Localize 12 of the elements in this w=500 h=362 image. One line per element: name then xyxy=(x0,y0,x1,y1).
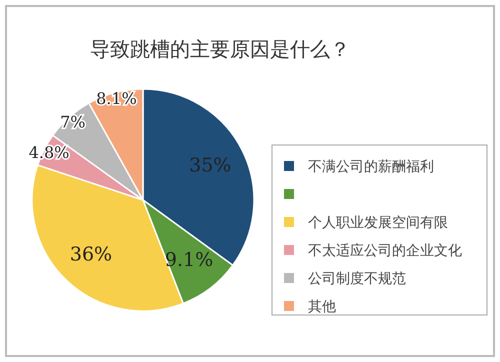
legend-label: 个人职业发展空间有限 xyxy=(308,215,448,231)
chart-title: 导致跳槽的主要原因是什么？ xyxy=(90,37,350,61)
data-label: 36% xyxy=(70,244,112,266)
data-label: 9.1% xyxy=(164,248,214,271)
data-label: 35% xyxy=(189,154,232,177)
data-label: 8.1% xyxy=(96,88,137,108)
legend-label: 其他 xyxy=(308,299,336,315)
data-label: 7% xyxy=(60,112,86,132)
data-label: 4.8% xyxy=(28,143,70,162)
legend-label: 不太适应公司的企业文化 xyxy=(308,243,462,259)
legend-label: 不满公司的薪酬福利 xyxy=(308,159,434,175)
legend-label: 公司制度不规范 xyxy=(308,271,406,287)
